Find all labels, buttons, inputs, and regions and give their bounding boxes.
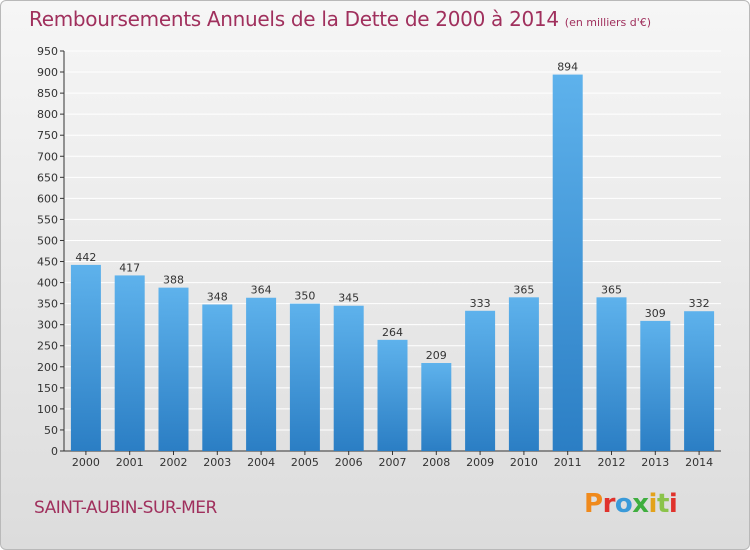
bar xyxy=(684,311,715,451)
data-label: 332 xyxy=(689,297,710,310)
x-tick-label: 2013 xyxy=(641,456,669,469)
x-tick-label: 2014 xyxy=(685,456,713,469)
logo-letter: P xyxy=(584,489,603,519)
axes: 0 50 100 150 200 250 300 350 400 450 500 550 600 650 7… xyxy=(37,45,721,469)
y-tick-label: 400 xyxy=(37,277,58,290)
y-tick-label: 700 xyxy=(37,150,58,163)
x-tick-label: 2009 xyxy=(466,456,494,469)
y-tick-label: 350 xyxy=(37,298,58,311)
bar xyxy=(246,297,277,451)
y-tick-label: 150 xyxy=(37,382,58,395)
logo-letter: i xyxy=(668,489,678,519)
x-tick-label: 2003 xyxy=(203,456,231,469)
chart-title-text: Remboursements Annuels de la Dette de 20… xyxy=(29,7,559,31)
bar xyxy=(333,305,364,451)
y-tick-label: 300 xyxy=(37,319,58,332)
data-label: 364 xyxy=(251,284,272,297)
y-tick-label: 450 xyxy=(37,256,58,269)
y-tick-label: 500 xyxy=(37,234,58,247)
data-label: 350 xyxy=(294,290,315,303)
x-tick-label: 2000 xyxy=(72,456,100,469)
bar xyxy=(421,363,452,451)
y-tick-label: 250 xyxy=(37,340,58,353)
y-tick-label: 600 xyxy=(37,192,58,205)
x-tick-label: 2001 xyxy=(116,456,144,469)
bar xyxy=(596,297,627,451)
chart-title: Remboursements Annuels de la Dette de 20… xyxy=(29,7,651,31)
data-label: 442 xyxy=(75,251,96,264)
x-tick-label: 2007 xyxy=(379,456,407,469)
data-label: 365 xyxy=(513,283,534,296)
y-tick-label: 850 xyxy=(37,87,58,100)
bar xyxy=(289,303,320,451)
bar xyxy=(508,297,539,451)
x-tick-label: 2011 xyxy=(554,456,582,469)
logo-letter: t xyxy=(656,489,669,519)
y-tick-label: 100 xyxy=(37,403,58,416)
y-tick-label: 50 xyxy=(44,424,58,437)
bar xyxy=(640,320,671,451)
y-tick-label: 900 xyxy=(37,66,58,79)
x-tick-label: 2004 xyxy=(247,456,275,469)
logo-letter: x xyxy=(632,489,649,519)
logo-letter: r xyxy=(602,489,616,519)
data-label: 388 xyxy=(163,274,184,287)
logo-letter: i xyxy=(648,489,658,519)
chart-subtitle: (en milliers d'€) xyxy=(564,16,652,29)
y-tick-label: 650 xyxy=(37,171,58,184)
location-name: SAINT-AUBIN-SUR-MER xyxy=(34,498,217,518)
data-label: 894 xyxy=(557,61,578,74)
x-tick-label: 2002 xyxy=(160,456,188,469)
bar xyxy=(114,275,145,451)
data-label: 417 xyxy=(119,261,140,274)
y-tick-label: 0 xyxy=(51,445,58,458)
y-tick-label: 750 xyxy=(37,129,58,142)
y-tick-label: 200 xyxy=(37,361,58,374)
bar xyxy=(465,310,496,451)
y-tick-label: 800 xyxy=(37,108,58,121)
data-label: 365 xyxy=(601,283,622,296)
proxiti-logo: Proxiti xyxy=(584,489,678,519)
bar xyxy=(377,339,408,451)
logo-letter: o xyxy=(614,489,633,519)
x-tick-label: 2006 xyxy=(335,456,363,469)
bar xyxy=(552,74,583,451)
x-tick-label: 2010 xyxy=(510,456,538,469)
x-tick-label: 2012 xyxy=(598,456,626,469)
data-label: 309 xyxy=(645,307,666,320)
data-label: 348 xyxy=(207,290,228,303)
x-tick-label: 2005 xyxy=(291,456,319,469)
y-tick-label: 950 xyxy=(37,45,58,58)
bars: 442 417 388 348 364 350 345 264 209 333 365 894 365 3… xyxy=(70,61,715,451)
data-label: 209 xyxy=(426,349,447,362)
bar xyxy=(158,287,189,451)
data-label: 264 xyxy=(382,326,403,339)
y-tick-label: 550 xyxy=(37,213,58,226)
bar xyxy=(70,264,101,451)
bar xyxy=(202,304,233,451)
data-label: 345 xyxy=(338,292,359,305)
data-label: 333 xyxy=(470,297,491,310)
x-tick-label: 2008 xyxy=(422,456,450,469)
